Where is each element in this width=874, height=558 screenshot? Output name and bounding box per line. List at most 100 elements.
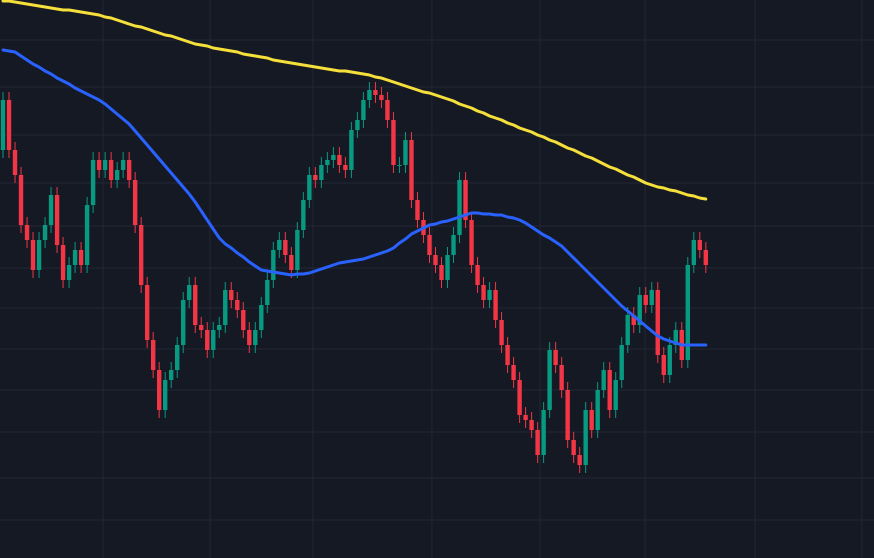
candle-body xyxy=(643,295,648,305)
candle-body xyxy=(120,160,126,170)
candle-body xyxy=(229,290,234,300)
candle-body xyxy=(313,175,318,180)
candle-body xyxy=(565,390,570,440)
candle-body xyxy=(205,330,210,350)
candle-body xyxy=(601,370,606,390)
candle-body xyxy=(247,330,252,345)
candle-body xyxy=(691,240,696,265)
candle-body xyxy=(409,140,414,200)
candle-body xyxy=(589,410,594,430)
candle-body xyxy=(451,235,456,255)
candle-body xyxy=(637,295,642,325)
candle-body xyxy=(463,180,468,220)
candle-body xyxy=(211,330,216,350)
candle-body xyxy=(415,200,420,220)
candle-body xyxy=(613,380,618,410)
candle-body xyxy=(84,205,90,265)
candle-body xyxy=(499,320,504,345)
candle-body xyxy=(168,370,174,380)
candle-body xyxy=(607,370,612,410)
candle-body xyxy=(619,345,624,380)
candle-body xyxy=(193,285,198,325)
candle-body xyxy=(289,255,294,270)
candle-body xyxy=(685,265,690,360)
candle-body xyxy=(175,345,180,370)
candle-body xyxy=(181,300,186,345)
candle-body xyxy=(78,250,84,265)
candle-body xyxy=(18,175,24,225)
candle-body xyxy=(54,195,60,245)
candle-body xyxy=(427,235,432,255)
candle-body xyxy=(631,315,636,325)
candle-body xyxy=(199,325,204,330)
candle-body xyxy=(156,370,162,410)
candle-body xyxy=(391,120,396,165)
candle-body xyxy=(42,225,48,240)
candle-body xyxy=(90,160,96,205)
candle-body xyxy=(24,225,30,240)
candle-body xyxy=(66,265,72,280)
candle-body xyxy=(337,155,342,165)
candle-body xyxy=(187,285,192,300)
candle-body xyxy=(523,415,528,420)
candle-body xyxy=(517,380,522,415)
candle-body xyxy=(30,240,36,270)
candle-body xyxy=(361,100,366,120)
candle-body xyxy=(271,250,276,280)
candle-body xyxy=(48,195,54,225)
candle-body xyxy=(265,280,270,305)
candle-body xyxy=(108,160,114,180)
candle-body xyxy=(367,90,372,100)
candle-body xyxy=(307,175,312,200)
candle-body xyxy=(649,290,654,305)
candle-body xyxy=(162,380,168,410)
candle-body xyxy=(673,330,678,345)
candle-body xyxy=(385,100,390,120)
candle-body xyxy=(583,410,588,465)
candle-body xyxy=(295,230,300,270)
candle-body xyxy=(703,250,709,265)
candle-body xyxy=(217,325,222,330)
candle-body xyxy=(126,160,132,180)
candle-body xyxy=(547,350,552,410)
candle-body xyxy=(667,345,672,375)
candle-body xyxy=(96,160,102,170)
candle-body xyxy=(559,365,564,390)
candle-body xyxy=(301,200,306,230)
candle-body xyxy=(511,365,516,380)
candle-body xyxy=(397,165,402,166)
candle-body xyxy=(373,90,378,95)
candle-body xyxy=(283,240,288,255)
candle-body xyxy=(403,140,408,165)
candle-body xyxy=(379,95,384,100)
candle-body xyxy=(541,410,546,455)
candle-body xyxy=(36,240,42,270)
candle-body xyxy=(625,315,630,345)
candle-body xyxy=(481,285,486,300)
candle-body xyxy=(12,150,18,175)
candle-body xyxy=(150,340,156,370)
candle-body xyxy=(144,285,150,340)
candle-body xyxy=(529,420,534,430)
candle-body xyxy=(355,120,360,130)
candle-body xyxy=(493,290,498,320)
candle-body xyxy=(277,240,282,250)
candle-body xyxy=(457,180,462,235)
candle-body xyxy=(223,290,228,325)
candle-body xyxy=(114,170,120,180)
candle-body xyxy=(241,310,246,330)
candle-body xyxy=(697,240,703,250)
moving-average-line xyxy=(1,48,708,347)
candle-body xyxy=(6,100,12,150)
candle-body xyxy=(349,130,354,170)
candle-body xyxy=(535,430,540,455)
candle-body xyxy=(343,165,348,170)
candle-body xyxy=(475,265,480,285)
candle-body xyxy=(469,220,474,265)
candle-body xyxy=(433,255,438,265)
candle-body xyxy=(577,455,582,465)
candle-body xyxy=(60,245,66,280)
candle-body xyxy=(0,100,6,150)
